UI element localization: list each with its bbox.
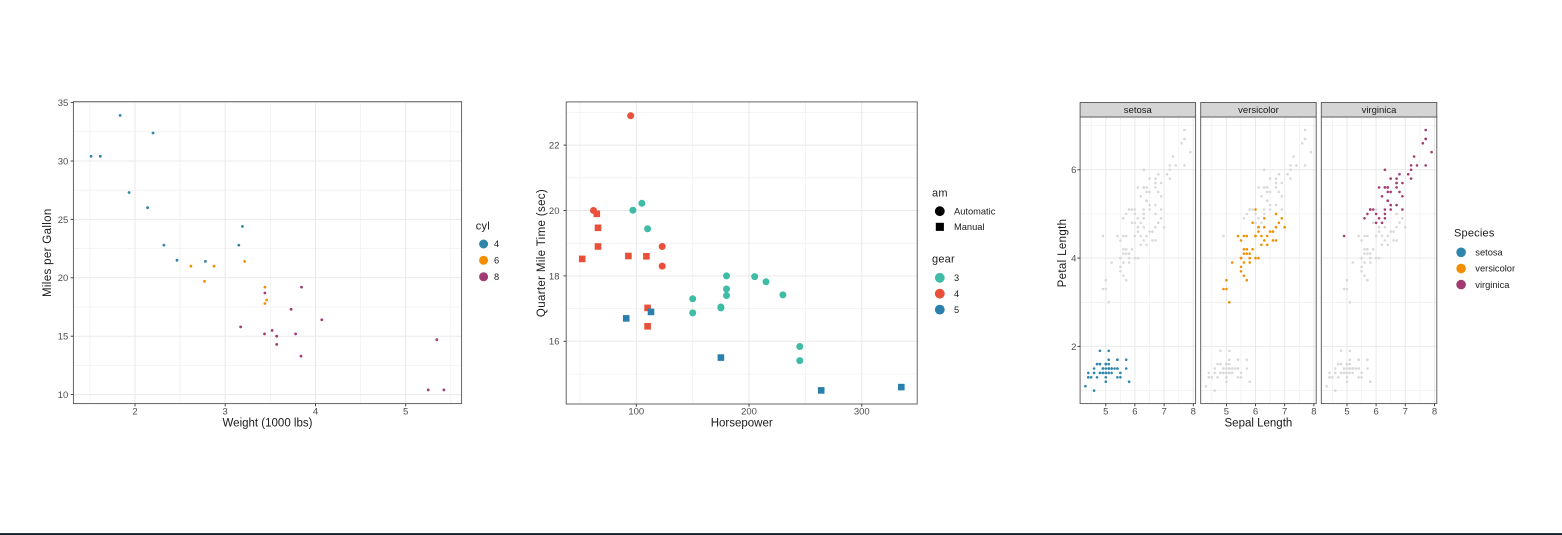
svg-text:8: 8 — [1191, 407, 1196, 418]
svg-text:8: 8 — [1432, 407, 1437, 418]
svg-text:30: 30 — [58, 156, 69, 167]
svg-text:20: 20 — [58, 273, 69, 284]
svg-text:15: 15 — [58, 332, 69, 343]
svg-text:versicolor: versicolor — [1238, 105, 1279, 116]
svg-text:7: 7 — [1403, 407, 1408, 418]
svg-text:3: 3 — [954, 273, 959, 283]
svg-text:4: 4 — [494, 239, 499, 249]
svg-text:7: 7 — [1161, 407, 1166, 418]
svg-text:cyl: cyl — [476, 220, 490, 232]
svg-text:4: 4 — [954, 289, 959, 299]
svg-text:10: 10 — [58, 390, 69, 401]
svg-text:Horsepower: Horsepower — [711, 418, 773, 430]
svg-text:100: 100 — [628, 407, 644, 418]
svg-text:Sepal Length: Sepal Length — [1225, 418, 1293, 430]
svg-text:22: 22 — [549, 141, 560, 152]
svg-text:25: 25 — [58, 215, 69, 226]
svg-text:20: 20 — [549, 206, 560, 217]
svg-text:Quarter Mile Time (sec): Quarter Mile Time (sec) — [536, 189, 548, 317]
svg-text:6: 6 — [1132, 407, 1137, 418]
svg-text:virginica: virginica — [1362, 105, 1398, 116]
svg-text:6: 6 — [1071, 165, 1076, 176]
svg-text:2: 2 — [1071, 342, 1076, 353]
svg-text:16: 16 — [549, 337, 560, 348]
svg-text:2: 2 — [132, 407, 137, 418]
svg-text:Petal Length: Petal Length — [1057, 219, 1069, 288]
svg-text:am: am — [932, 187, 948, 199]
svg-text:gear: gear — [932, 254, 955, 266]
svg-text:5: 5 — [954, 305, 959, 315]
svg-text:6: 6 — [1253, 407, 1258, 418]
svg-text:6: 6 — [494, 256, 499, 266]
svg-text:7: 7 — [1282, 407, 1287, 418]
svg-text:6: 6 — [1373, 407, 1378, 418]
svg-text:setosa: setosa — [1475, 248, 1503, 258]
svg-text:4: 4 — [313, 407, 318, 418]
svg-text:8: 8 — [1311, 407, 1316, 418]
svg-text:300: 300 — [854, 407, 870, 418]
svg-text:5: 5 — [403, 407, 408, 418]
svg-text:3: 3 — [223, 407, 228, 418]
svg-text:Manual: Manual — [954, 222, 985, 232]
svg-text:setosa: setosa — [1124, 105, 1153, 116]
svg-text:virginica: virginica — [1475, 280, 1510, 290]
svg-text:Automatic: Automatic — [954, 206, 996, 216]
svg-text:Miles per Gallon: Miles per Gallon — [42, 208, 54, 297]
svg-text:8: 8 — [494, 272, 499, 282]
svg-text:4: 4 — [1071, 254, 1076, 265]
svg-text:35: 35 — [58, 98, 69, 109]
svg-text:18: 18 — [549, 271, 560, 282]
svg-text:5: 5 — [1344, 407, 1349, 418]
svg-text:Weight (1000 lbs): Weight (1000 lbs) — [223, 418, 313, 430]
svg-text:5: 5 — [1224, 407, 1229, 418]
svg-text:200: 200 — [741, 407, 757, 418]
svg-text:Species: Species — [1454, 228, 1495, 240]
svg-text:5: 5 — [1103, 407, 1108, 418]
svg-text:versicolor: versicolor — [1475, 264, 1515, 274]
